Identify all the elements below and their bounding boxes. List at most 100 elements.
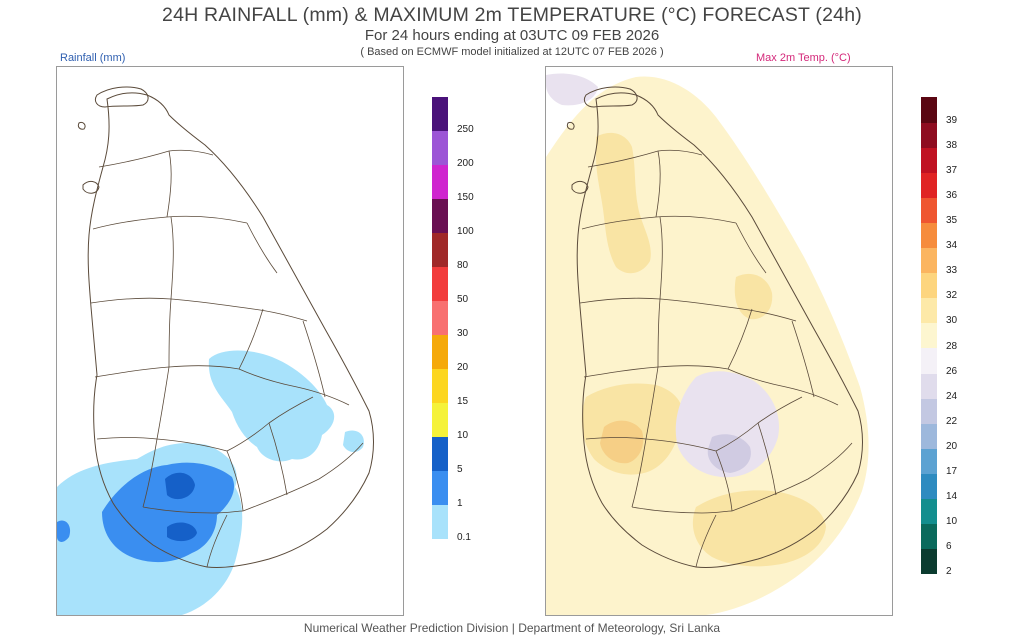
footer-credit: Numerical Weather Prediction Division | … [303,621,721,635]
temperature-legend-swatch [921,372,937,399]
temperature-legend-swatch [921,322,937,349]
temperature-legend-label: 30 [946,315,958,327]
forecast-period: For 24 hours ending at 03UTC 09 FEB 2026 [364,27,660,44]
rainfall-legend-swatch [432,233,448,267]
temperature-legend-label: 32 [946,290,958,302]
rainfall-legend-label: 30 [457,328,469,339]
rainfall-legend-label: 50 [457,294,469,305]
rainfall-legend-swatch [432,437,448,471]
rainfall-legend-label: 5 [457,464,463,475]
temp-area-cool-north [546,73,598,106]
temp-area-hot-west [600,420,644,464]
temp-area-cooler-highland [707,434,751,473]
rainfall-legend-label: 15 [457,396,469,407]
rainfall-legend-label: 80 [457,260,469,271]
islet-outline [77,122,86,130]
temperature-legend-swatch [921,97,937,123]
temperature-legend-label: 20 [946,440,958,452]
temperature-legend-swatch [921,147,937,174]
district-boundaries [90,149,364,568]
rainfall-legend-swatch [432,267,448,301]
rainfall-legend-label: 200 [457,158,474,169]
rain-area-light-central [208,350,335,462]
temperature-legend-label: 37 [946,165,958,177]
temperature-legend-label: 34 [946,240,958,252]
temperature-legend-swatch [921,172,937,199]
rainfall-legend-label: 0.1 [457,532,471,543]
temperature-legend-label: 24 [946,390,958,402]
rainfall-legend-swatch [432,505,448,539]
temperature-legend-label: 39 [946,115,958,127]
temperature-legend-swatch [921,447,937,474]
temperature-legend-swatch [921,497,937,524]
temperature-legend-swatch [921,272,937,299]
rainfall-legend: 0.1 1 5 10 15 20 30 50 80 100 150 200 250 [432,97,474,543]
rainfall-legend-label: 250 [457,124,474,135]
temperature-legend-label: 33 [946,265,958,277]
temp-area-warm-east [734,273,773,320]
temperature-legend-label: 6 [946,540,952,552]
rain-area-medium-west [57,520,71,542]
rain-area-light-blob-south [157,583,189,610]
islet-outline [566,122,575,130]
rainfall-legend-swatch [432,199,448,233]
rainfall-legend-swatch [432,165,448,199]
temperature-legend-swatch [921,472,937,499]
temperature-legend-label: 14 [946,490,958,502]
island-outline [87,92,374,568]
rainfall-map-graphic [57,86,374,615]
temperature-legend-label: 2 [946,566,952,577]
rainfall-legend-swatch [432,131,448,165]
rainfall-legend-swatch [432,301,448,335]
temperature-legend-swatch [921,397,937,424]
temperature-legend: 2 6 10 14 17 20 22 24 26 28 30 32 33 34 35 36 37 38 39 [921,97,957,577]
rain-area-heavy-south [167,522,197,542]
temperature-legend-label: 36 [946,190,958,202]
rainfall-map [56,66,404,616]
rainfall-legend-label: 150 [457,192,474,203]
temperature-legend-swatch [921,522,937,549]
temperature-map-graphic [546,73,869,615]
rainfall-legend-label: 100 [457,226,474,237]
temp-area-cool-highland [675,371,779,478]
temperature-legend-swatch [921,297,937,324]
temperature-legend-swatch [921,347,937,374]
rainfall-panel-label: Rainfall (mm) [60,52,126,64]
temperature-legend-swatch [921,222,937,249]
rainfall-legend-swatch [432,403,448,437]
temperature-legend-label: 10 [946,515,958,527]
temperature-legend-swatch [921,547,937,574]
mannar-outline [571,180,589,194]
temperature-map [545,66,893,616]
district-boundaries [579,149,853,568]
temperature-legend-label: 17 [946,465,958,477]
temperature-legend-label: 26 [946,365,958,377]
mannar-outline [82,180,100,194]
rainfall-legend-swatch [432,369,448,403]
rain-area-medium [102,462,235,563]
island-outline [576,92,863,568]
temperature-legend-swatch [921,247,937,274]
model-note: ( Based on ECMWF model initialized at 12… [360,46,664,58]
rainfall-legend-label: 10 [457,430,469,441]
temperature-legend-swatch [921,422,937,449]
rainfall-legend-label: 20 [457,362,469,373]
rain-area-light-east [343,430,364,453]
temperature-legend-label: 38 [946,140,958,152]
temperature-legend-label: 35 [946,215,958,227]
rainfall-legend-swatch [432,471,448,505]
temp-area-warm-south [692,490,826,567]
temperature-legend-label: 28 [946,340,958,352]
rainfall-legend-label: 1 [457,498,463,509]
main-title: 24H RAINFALL (mm) & MAXIMUM 2m TEMPERATU… [162,4,862,26]
rain-area-heavy-north [165,472,195,500]
temperature-legend-swatch [921,197,937,224]
temperature-panel-label: Max 2m Temp. (°C) [756,52,851,64]
rainfall-legend-swatch [432,335,448,369]
temp-area-warm-north [596,132,651,274]
temperature-legend-label: 22 [946,415,958,427]
northern-peninsula-outline [583,86,638,108]
temperature-legend-swatch [921,122,937,149]
rainfall-legend-swatch [432,97,448,131]
northern-peninsula-outline [94,86,149,108]
